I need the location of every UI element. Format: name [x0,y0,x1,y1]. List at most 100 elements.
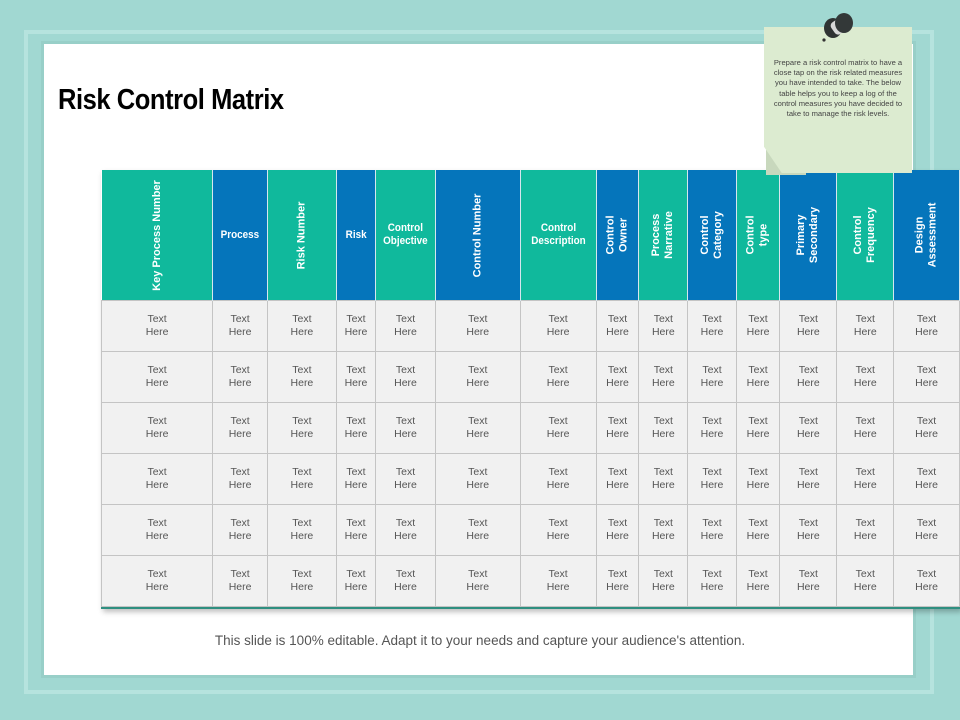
table-cell[interactable]: Text Here [687,402,737,454]
table-cell[interactable]: Text Here [266,555,337,607]
table-cell[interactable]: Text Here [836,504,895,556]
table-cell[interactable]: Text Here [638,453,689,505]
table-row: Text Here Text Here Text Here Text Here Text… [100,453,960,505]
table-cell[interactable]: Text Here [375,300,436,352]
table-cell[interactable]: Text Here [638,504,689,556]
table-cell[interactable]: Text Here [779,555,838,607]
table-cell[interactable]: Text Here [836,351,895,403]
table-cell[interactable]: Text Here [519,453,597,505]
table-cell[interactable]: Text Here [434,453,521,505]
table-cell[interactable]: Text Here [836,453,895,505]
table-cell[interactable]: Text Here [212,555,268,607]
table-cell[interactable]: Text Here [638,555,689,607]
table-cell[interactable]: Text Here [335,300,377,352]
table-cell[interactable]: Text Here [779,351,838,403]
pushpin-icon [822,13,853,42]
table-cell[interactable]: Text Here [595,351,640,403]
table-cell[interactable]: Text Here [687,504,737,556]
column-header: Control type [736,170,781,301]
table-cell[interactable]: Text Here [687,300,737,352]
table-cell[interactable]: Text Here [779,504,838,556]
column-header-label: Control Objective [383,222,428,247]
table-cell[interactable]: Text Here [893,453,960,505]
table-cell[interactable]: Text Here [100,453,214,505]
table-cell[interactable]: Text Here [735,300,781,352]
table-cell[interactable]: Text Here [434,555,521,607]
table-cell[interactable]: Text Here [335,453,377,505]
table-cell[interactable]: Text Here [595,504,640,556]
table-cell[interactable]: Text Here [375,453,436,505]
table-cell[interactable]: Text Here [519,555,597,607]
column-header-label: Control type [745,215,771,255]
table-cell[interactable]: Text Here [595,453,640,505]
table-cell[interactable]: Text Here [779,300,838,352]
table-cell[interactable]: Text Here [212,453,268,505]
table-cell[interactable]: Text Here [638,402,689,454]
table-cell[interactable]: Text Here [595,402,640,454]
table-cell[interactable]: Text Here [519,504,597,556]
table-cell[interactable]: Text Here [519,402,597,454]
table-cell[interactable]: Text Here [335,555,377,607]
table-cell[interactable]: Text Here [375,402,436,454]
table-cell[interactable]: Text Here [893,351,960,403]
table-cell[interactable]: Text Here [735,453,781,505]
table-cell[interactable]: Text Here [687,453,737,505]
table-cell[interactable]: Text Here [100,555,214,607]
table-cell[interactable]: Text Here [100,504,214,556]
table-cell[interactable]: Text Here [893,300,960,352]
column-header: Risk [336,170,377,301]
table-cell[interactable]: Text Here [836,300,895,352]
table-cell[interactable]: Text Here [100,300,214,352]
table-cell[interactable]: Text Here [434,402,521,454]
column-header: Key Process Number [101,170,214,301]
table-cell[interactable]: Text Here [100,402,214,454]
table-cell[interactable]: Text Here [836,402,895,454]
column-header: Control Objective [375,170,436,301]
table-cell[interactable]: Text Here [266,453,337,505]
table-cell[interactable]: Text Here [735,351,781,403]
table-cell[interactable]: Text Here [687,555,737,607]
table-cell[interactable]: Text Here [779,453,838,505]
table-cell[interactable]: Text Here [212,504,268,556]
column-header: Control Frequency [836,170,895,301]
table-cell[interactable]: Text Here [735,402,781,454]
table-cell[interactable]: Text Here [266,351,337,403]
column-header: Process Narrative [638,170,689,301]
slide-caption: This slide is 100% editable. Adapt it to… [214,633,746,648]
table-cell[interactable]: Text Here [595,300,640,352]
table-row: Text Here Text Here Text Here Text Here Text… [100,555,960,607]
table-cell[interactable]: Text Here [434,351,521,403]
table-cell[interactable]: Text Here [638,351,689,403]
table-cell[interactable]: Text Here [638,300,689,352]
table-cell[interactable]: Text Here [836,555,895,607]
table-cell[interactable]: Text Here [375,555,436,607]
table-cell[interactable]: Text Here [735,555,781,607]
table-cell[interactable]: Text Here [687,351,737,403]
table-cell[interactable]: Text Here [335,504,377,556]
column-header: Primary Secondary [779,170,838,301]
table-cell[interactable]: Text Here [212,402,268,454]
table-cell[interactable]: Text Here [519,351,597,403]
table-cell[interactable]: Text Here [212,351,268,403]
table-cell[interactable]: Text Here [595,555,640,607]
risk-control-table: Key Process Number Process Risk Number Risk… [100,170,960,609]
table-row: Text Here Text Here Text Here Text Here Text… [100,300,960,352]
table-cell[interactable]: Text Here [434,300,521,352]
table-cell[interactable]: Text Here [335,351,377,403]
table-cell[interactable]: Text Here [375,351,436,403]
table-cell[interactable]: Text Here [519,300,597,352]
table-cell[interactable]: Text Here [266,402,337,454]
table-cell[interactable]: Text Here [212,300,268,352]
table-cell[interactable]: Text Here [893,504,960,556]
table-cell[interactable]: Text Here [893,402,960,454]
table-cell[interactable]: Text Here [893,555,960,607]
column-header-label: Key Process Number [150,179,163,291]
table-cell[interactable]: Text Here [434,504,521,556]
table-cell[interactable]: Text Here [266,504,337,556]
table-cell[interactable]: Text Here [735,504,781,556]
table-cell[interactable]: Text Here [375,504,436,556]
table-cell[interactable]: Text Here [779,402,838,454]
table-cell[interactable]: Text Here [335,402,377,454]
table-cell[interactable]: Text Here [266,300,337,352]
table-cell[interactable]: Text Here [100,351,214,403]
